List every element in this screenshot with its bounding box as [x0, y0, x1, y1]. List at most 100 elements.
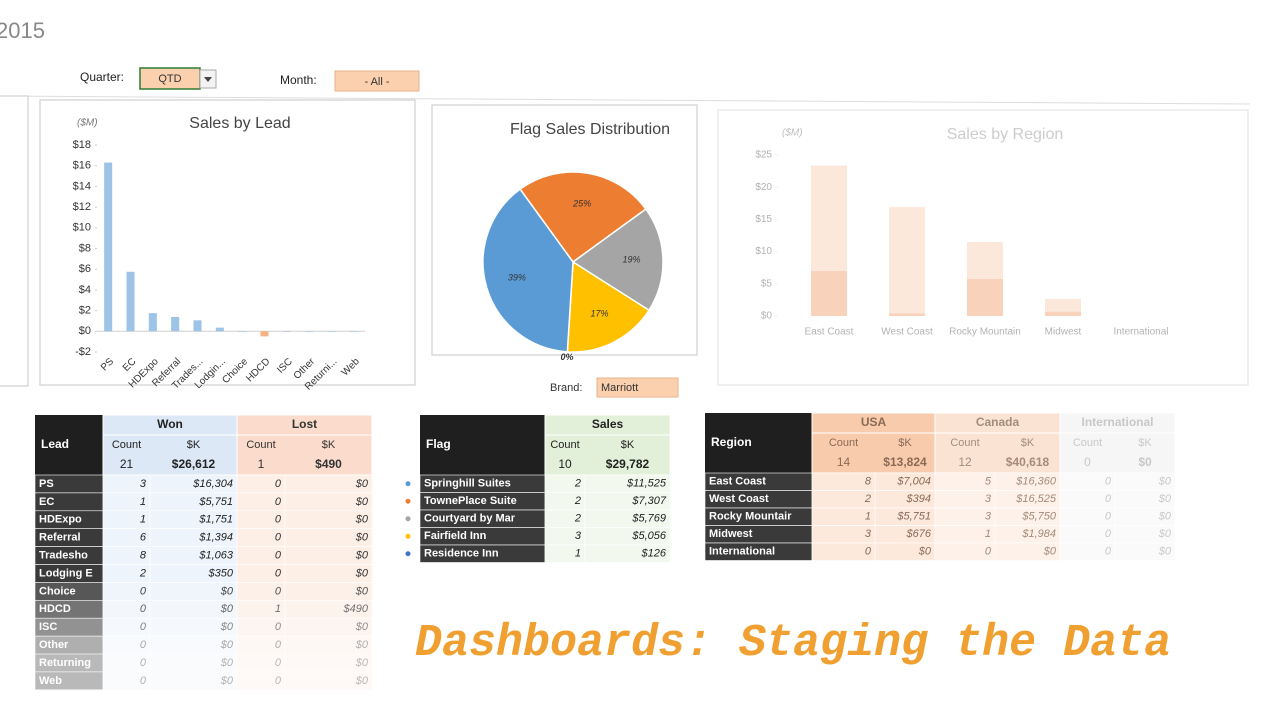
cell-value: 1	[275, 603, 281, 615]
table-row: Rocky Mountair 1 $5,751 3 $5,750 0 $0	[704, 507, 1176, 526]
x-tick-label: Rocky Mountain	[949, 327, 1021, 338]
table-row: PS 3 $16,304 0 $0	[34, 474, 373, 494]
cell-value: $16,360	[1015, 476, 1057, 488]
row-label: Tradesho	[39, 549, 88, 561]
cell-value: $5,750	[1021, 511, 1057, 523]
cell-value: $0	[1158, 511, 1172, 523]
group-label: USA	[861, 415, 887, 429]
bullet	[405, 481, 411, 487]
bar	[104, 162, 113, 332]
table-row: Lodging E 2 $350 0 $0	[34, 564, 373, 583]
cell-value: $0	[220, 621, 234, 633]
total: $26,612	[172, 457, 216, 471]
left-panel	[0, 95, 29, 387]
brand-box[interactable]	[596, 377, 679, 398]
table-row: ISC 0 $0 0 $0	[34, 617, 373, 637]
bullet	[405, 498, 411, 504]
cell-value: 0	[865, 546, 872, 558]
row-label: Rocky Mountair	[709, 511, 792, 523]
cell-value: 0	[140, 657, 147, 669]
subheader: $K	[322, 439, 336, 451]
subheader: Count	[112, 439, 141, 451]
table-row: International 0 $0 0 $0 0 $0	[704, 542, 1176, 561]
cell-value: 0	[140, 603, 147, 615]
table-row: East Coast 8 $7,004 5 $16,360 0 $0	[704, 472, 1176, 491]
cell-value: 0	[1105, 511, 1112, 523]
chart-title: Flag Sales Distribution	[510, 121, 670, 138]
cell-value: 0	[1105, 528, 1112, 540]
bar-segment	[1045, 311, 1081, 316]
corner-label: Region	[711, 435, 752, 449]
subheader: $K	[1138, 437, 1152, 449]
cell-value: $394	[906, 493, 931, 505]
table-row: Springhill Suites 2 $11,525	[405, 474, 671, 493]
data-label: 0%	[560, 352, 573, 362]
month-value: - All -	[364, 76, 389, 88]
table-row: Midwest 3 $676 1 $1,984 0 $0	[704, 525, 1176, 544]
bullet	[405, 551, 411, 557]
cell-value: 1	[865, 511, 871, 523]
bullet	[405, 533, 411, 539]
data-label: 39%	[508, 273, 526, 283]
data-label: 17%	[591, 308, 609, 318]
group-label: Sales	[592, 417, 624, 431]
bar	[305, 331, 314, 332]
cell-value: $0	[220, 603, 234, 615]
table-row: Courtyard by Mar 2 $5,769	[405, 509, 671, 528]
subheader: $K	[187, 439, 201, 451]
cell-value: 2	[574, 478, 581, 490]
cell-value: $0	[355, 496, 369, 508]
cell-value: $0	[355, 585, 369, 597]
x-tick-label: Midwest	[1045, 327, 1082, 338]
x-tick-label: East Coast	[805, 327, 854, 338]
corner-cell	[705, 413, 812, 473]
data-cell	[102, 671, 151, 691]
row-label: Lodging E	[39, 567, 93, 579]
y-tick-label: $16	[73, 160, 91, 172]
month-box[interactable]	[334, 70, 420, 92]
cell-value: $5,056	[631, 530, 667, 542]
cell-value: $16,525	[1015, 493, 1057, 505]
cell-value: 0	[275, 657, 282, 669]
table-row: EC 1 $5,751 0 $0	[34, 492, 373, 512]
cell-value: $676	[906, 528, 932, 540]
cell-value: 1	[140, 514, 146, 526]
subheader: $K	[1021, 437, 1035, 449]
table-row: Other 0 $0 0 $0	[34, 635, 373, 655]
cell-value: 0	[985, 546, 992, 558]
cell-value: $5,751	[198, 496, 233, 508]
bar	[260, 331, 269, 337]
cell-value: 3	[985, 511, 992, 523]
table-row: Choice 0 $0 0 $0	[34, 582, 373, 601]
y-tick-label: $25	[755, 150, 772, 161]
cell-value: $0	[1043, 546, 1057, 558]
corner-label: Flag	[426, 437, 451, 451]
pie-slice	[519, 171, 647, 264]
cell-value: $0	[220, 585, 234, 597]
cell-value: 0	[275, 514, 282, 526]
cell-value: $7,307	[631, 495, 667, 507]
brand-label: Brand:	[550, 382, 582, 394]
total: $490	[315, 457, 342, 471]
group-label: Won	[157, 417, 183, 431]
chart-title: Sales by Region	[947, 126, 1064, 143]
data-cell	[1114, 542, 1176, 561]
year: 2015	[0, 18, 45, 43]
x-tick-label: West Coast	[881, 327, 933, 338]
group-label: Canada	[976, 415, 1020, 429]
divider	[0, 95, 1251, 105]
row-label: West Coast	[709, 493, 769, 505]
cell-value: 0	[275, 478, 282, 490]
cell-value: 0	[275, 585, 282, 597]
data-label: 25%	[572, 199, 591, 209]
row-label-cell	[34, 671, 104, 691]
y-tick-label: $15	[755, 214, 772, 225]
cell-value: 0	[275, 496, 282, 508]
cell-value: $5,751	[896, 511, 931, 523]
cell-value: 3	[865, 528, 872, 540]
row-label: EC	[39, 496, 54, 508]
cell-value: 5	[985, 476, 992, 488]
cell-value: 2	[139, 567, 146, 579]
y-axis-label: ($M)	[782, 128, 803, 139]
y-axis-label: ($M)	[77, 118, 98, 129]
